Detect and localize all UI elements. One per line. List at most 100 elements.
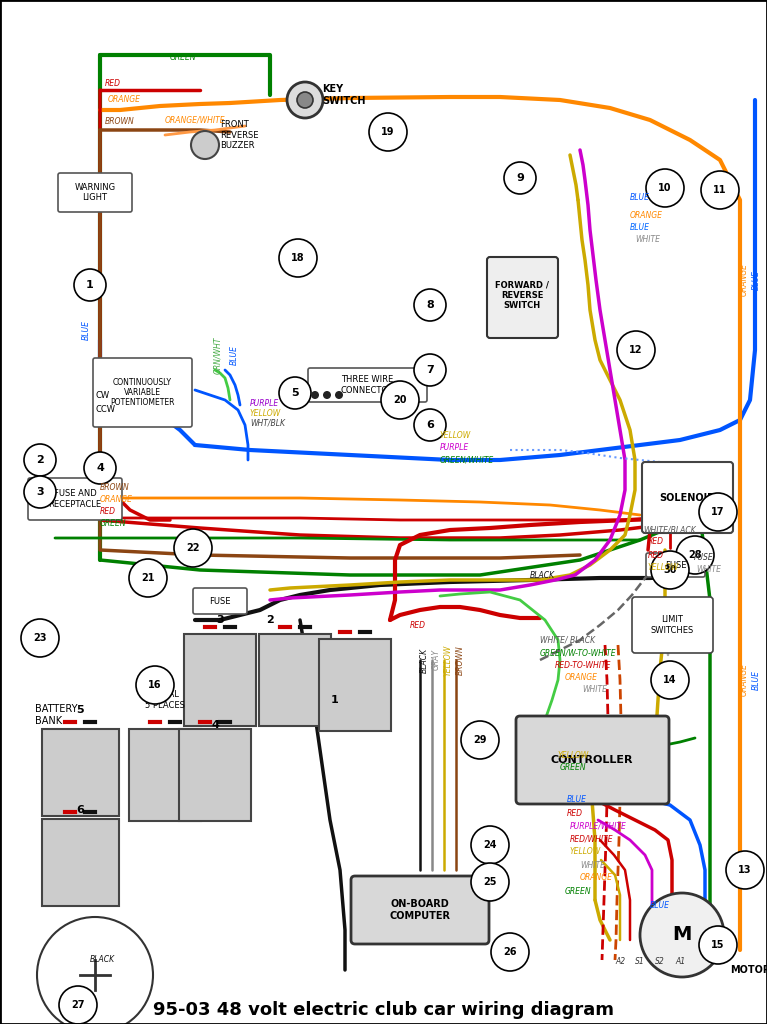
FancyBboxPatch shape: [487, 257, 558, 338]
Text: RED: RED: [648, 551, 664, 559]
Text: BLACK: BLACK: [530, 570, 555, 580]
FancyBboxPatch shape: [642, 462, 733, 534]
FancyBboxPatch shape: [516, 716, 669, 804]
Text: CW: CW: [96, 390, 110, 399]
Text: BATTERY
BANK: BATTERY BANK: [35, 705, 77, 726]
Circle shape: [136, 666, 174, 705]
Text: BROWN: BROWN: [105, 118, 135, 127]
Text: 27: 27: [71, 1000, 84, 1010]
FancyBboxPatch shape: [632, 597, 713, 653]
Text: WHITE: WHITE: [635, 236, 660, 245]
Text: 26: 26: [503, 947, 517, 957]
Text: FUSE: FUSE: [694, 554, 714, 562]
Text: FUSE AND
RECEPTACLE: FUSE AND RECEPTACLE: [48, 489, 101, 509]
Text: 1: 1: [331, 695, 339, 705]
Text: WHITE: WHITE: [580, 860, 605, 869]
Text: 30: 30: [663, 565, 676, 575]
Text: BLUE: BLUE: [230, 345, 239, 365]
Text: RED: RED: [100, 507, 116, 515]
FancyBboxPatch shape: [646, 553, 705, 577]
Text: ORANGE: ORANGE: [580, 873, 613, 883]
FancyBboxPatch shape: [351, 876, 489, 944]
Text: 19: 19: [381, 127, 395, 137]
Text: CONTROLLER: CONTROLLER: [551, 755, 634, 765]
Text: WHT/BLK: WHT/BLK: [250, 419, 285, 427]
Text: 15: 15: [711, 940, 725, 950]
Text: 25: 25: [483, 877, 497, 887]
Text: ORANGE: ORANGE: [108, 95, 141, 104]
Circle shape: [504, 162, 536, 194]
Text: BLUE: BLUE: [82, 319, 91, 340]
Circle shape: [676, 536, 714, 574]
Text: S2: S2: [655, 957, 665, 967]
Text: BLACK: BLACK: [420, 647, 429, 673]
Text: GREEN: GREEN: [170, 53, 196, 62]
Text: WHITE: WHITE: [582, 685, 607, 694]
Circle shape: [323, 391, 331, 399]
FancyBboxPatch shape: [319, 639, 391, 731]
Circle shape: [414, 409, 446, 441]
Text: ORANGE: ORANGE: [565, 674, 598, 683]
FancyBboxPatch shape: [129, 729, 201, 821]
Text: FORWARD /
REVERSE
SWITCH: FORWARD / REVERSE SWITCH: [495, 281, 549, 310]
Circle shape: [24, 476, 56, 508]
Circle shape: [414, 289, 446, 321]
Circle shape: [491, 933, 529, 971]
Circle shape: [414, 354, 446, 386]
Text: 5: 5: [76, 705, 84, 715]
Text: S1: S1: [635, 957, 645, 967]
Circle shape: [74, 269, 106, 301]
Circle shape: [335, 391, 343, 399]
Text: LIMIT
SWITCHES: LIMIT SWITCHES: [650, 615, 693, 635]
Circle shape: [191, 131, 219, 159]
Text: PURPLE/WHITE: PURPLE/WHITE: [570, 821, 627, 830]
Text: ORANGE/WHITE: ORANGE/WHITE: [165, 116, 225, 125]
Circle shape: [279, 239, 317, 278]
Text: BLACK: BLACK: [90, 955, 115, 965]
Circle shape: [699, 493, 737, 531]
Text: PURPLE: PURPLE: [250, 398, 279, 408]
Text: CCW: CCW: [96, 406, 116, 415]
Circle shape: [129, 559, 167, 597]
FancyBboxPatch shape: [28, 478, 122, 520]
Text: GREEN: GREEN: [100, 518, 127, 527]
Text: 9: 9: [516, 173, 524, 183]
Text: TYPICAL
5 PLACES: TYPICAL 5 PLACES: [145, 690, 185, 710]
Text: 28: 28: [688, 550, 702, 560]
FancyBboxPatch shape: [308, 368, 427, 402]
Text: GREEN/W-TO-WHITE: GREEN/W-TO-WHITE: [540, 648, 617, 657]
Text: 4: 4: [211, 720, 219, 730]
Text: 7: 7: [426, 365, 434, 375]
Circle shape: [297, 92, 313, 108]
Circle shape: [24, 444, 56, 476]
Text: SOLENOID: SOLENOID: [659, 493, 715, 503]
Circle shape: [59, 986, 97, 1024]
Text: ORANGE: ORANGE: [100, 495, 133, 504]
Text: M: M: [673, 926, 692, 944]
Text: 24: 24: [483, 840, 497, 850]
Text: MOTOR: MOTOR: [730, 965, 767, 975]
FancyBboxPatch shape: [179, 729, 251, 821]
Text: BLUE: BLUE: [567, 796, 587, 805]
Text: RED: RED: [648, 538, 664, 547]
FancyBboxPatch shape: [58, 173, 132, 212]
Text: 2: 2: [266, 615, 274, 625]
FancyBboxPatch shape: [41, 729, 118, 816]
Text: 18: 18: [291, 253, 304, 263]
Circle shape: [287, 82, 323, 118]
Text: RED-TO-WHITE: RED-TO-WHITE: [555, 662, 611, 671]
Text: GREEN: GREEN: [560, 764, 587, 772]
FancyBboxPatch shape: [193, 588, 247, 614]
Text: 1: 1: [86, 280, 94, 290]
Text: ORANGE: ORANGE: [740, 263, 749, 297]
Text: RED/WHITE: RED/WHITE: [570, 835, 614, 844]
Text: GRN/WHT: GRN/WHT: [213, 336, 222, 374]
Circle shape: [471, 826, 509, 864]
Circle shape: [699, 926, 737, 964]
FancyBboxPatch shape: [184, 634, 256, 726]
Text: THREE WIRE
CONNECTOR: THREE WIRE CONNECTOR: [341, 376, 394, 394]
Circle shape: [640, 893, 724, 977]
Circle shape: [726, 851, 764, 889]
Text: BLUE: BLUE: [630, 194, 650, 203]
Circle shape: [279, 377, 311, 409]
